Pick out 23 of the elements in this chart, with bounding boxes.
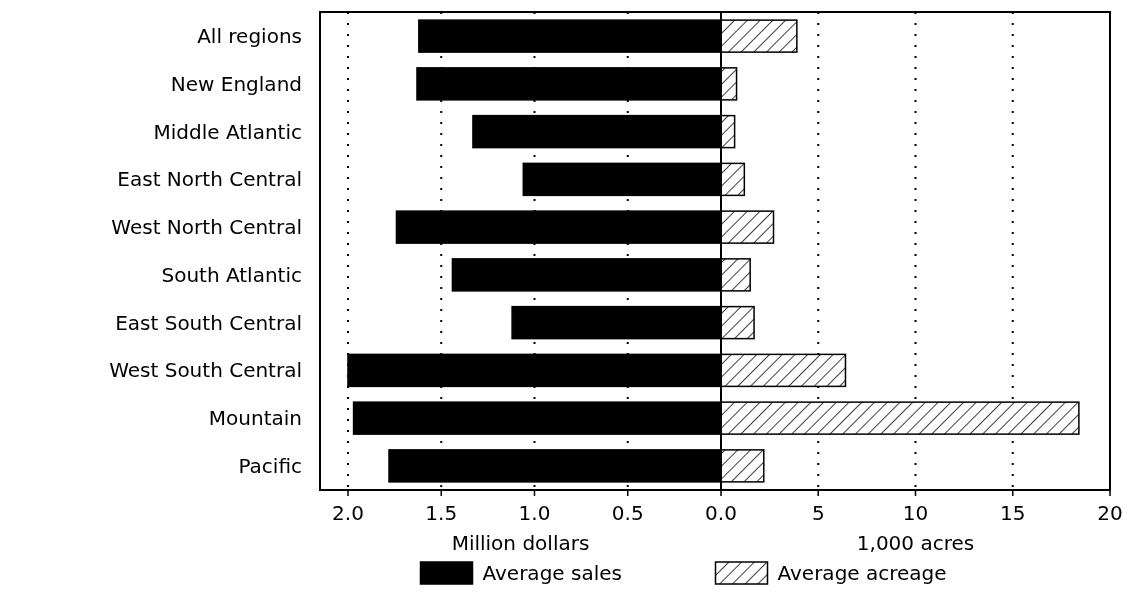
y-tick-label: East South Central	[115, 310, 302, 335]
y-tick-label: Mountain	[208, 406, 302, 431]
x-tick-label: 0.0	[705, 501, 737, 525]
y-tick-label: New England	[170, 71, 302, 96]
y-tick-label: West South Central	[109, 358, 302, 383]
x-tick-label: 20	[1097, 501, 1123, 525]
y-tick-label: Middle Atlantic	[153, 119, 302, 144]
y-tick-label: Pacific	[238, 453, 302, 478]
legend-label: Average acreage	[777, 561, 947, 585]
y-tick-label: West North Central	[111, 215, 302, 240]
x-axis-title: 1,000 acres	[856, 531, 975, 555]
y-tick-label: East North Central	[117, 167, 302, 192]
x-tick-label: 10	[902, 501, 929, 525]
y-tick-label: South Atlantic	[161, 262, 302, 287]
legend-label: Average sales	[482, 561, 622, 585]
x-tick-label: 15	[1000, 501, 1026, 525]
x-axis-title: Million dollars	[451, 531, 590, 555]
x-tick-label: 0.5	[611, 501, 644, 525]
x-tick-label: 1.0	[518, 501, 551, 525]
y-tick-label: All regions	[197, 24, 302, 49]
x-tick-label: 5	[811, 501, 825, 525]
x-tick-label: 1.5	[425, 501, 458, 525]
x-tick-label: 2.0	[332, 501, 364, 525]
